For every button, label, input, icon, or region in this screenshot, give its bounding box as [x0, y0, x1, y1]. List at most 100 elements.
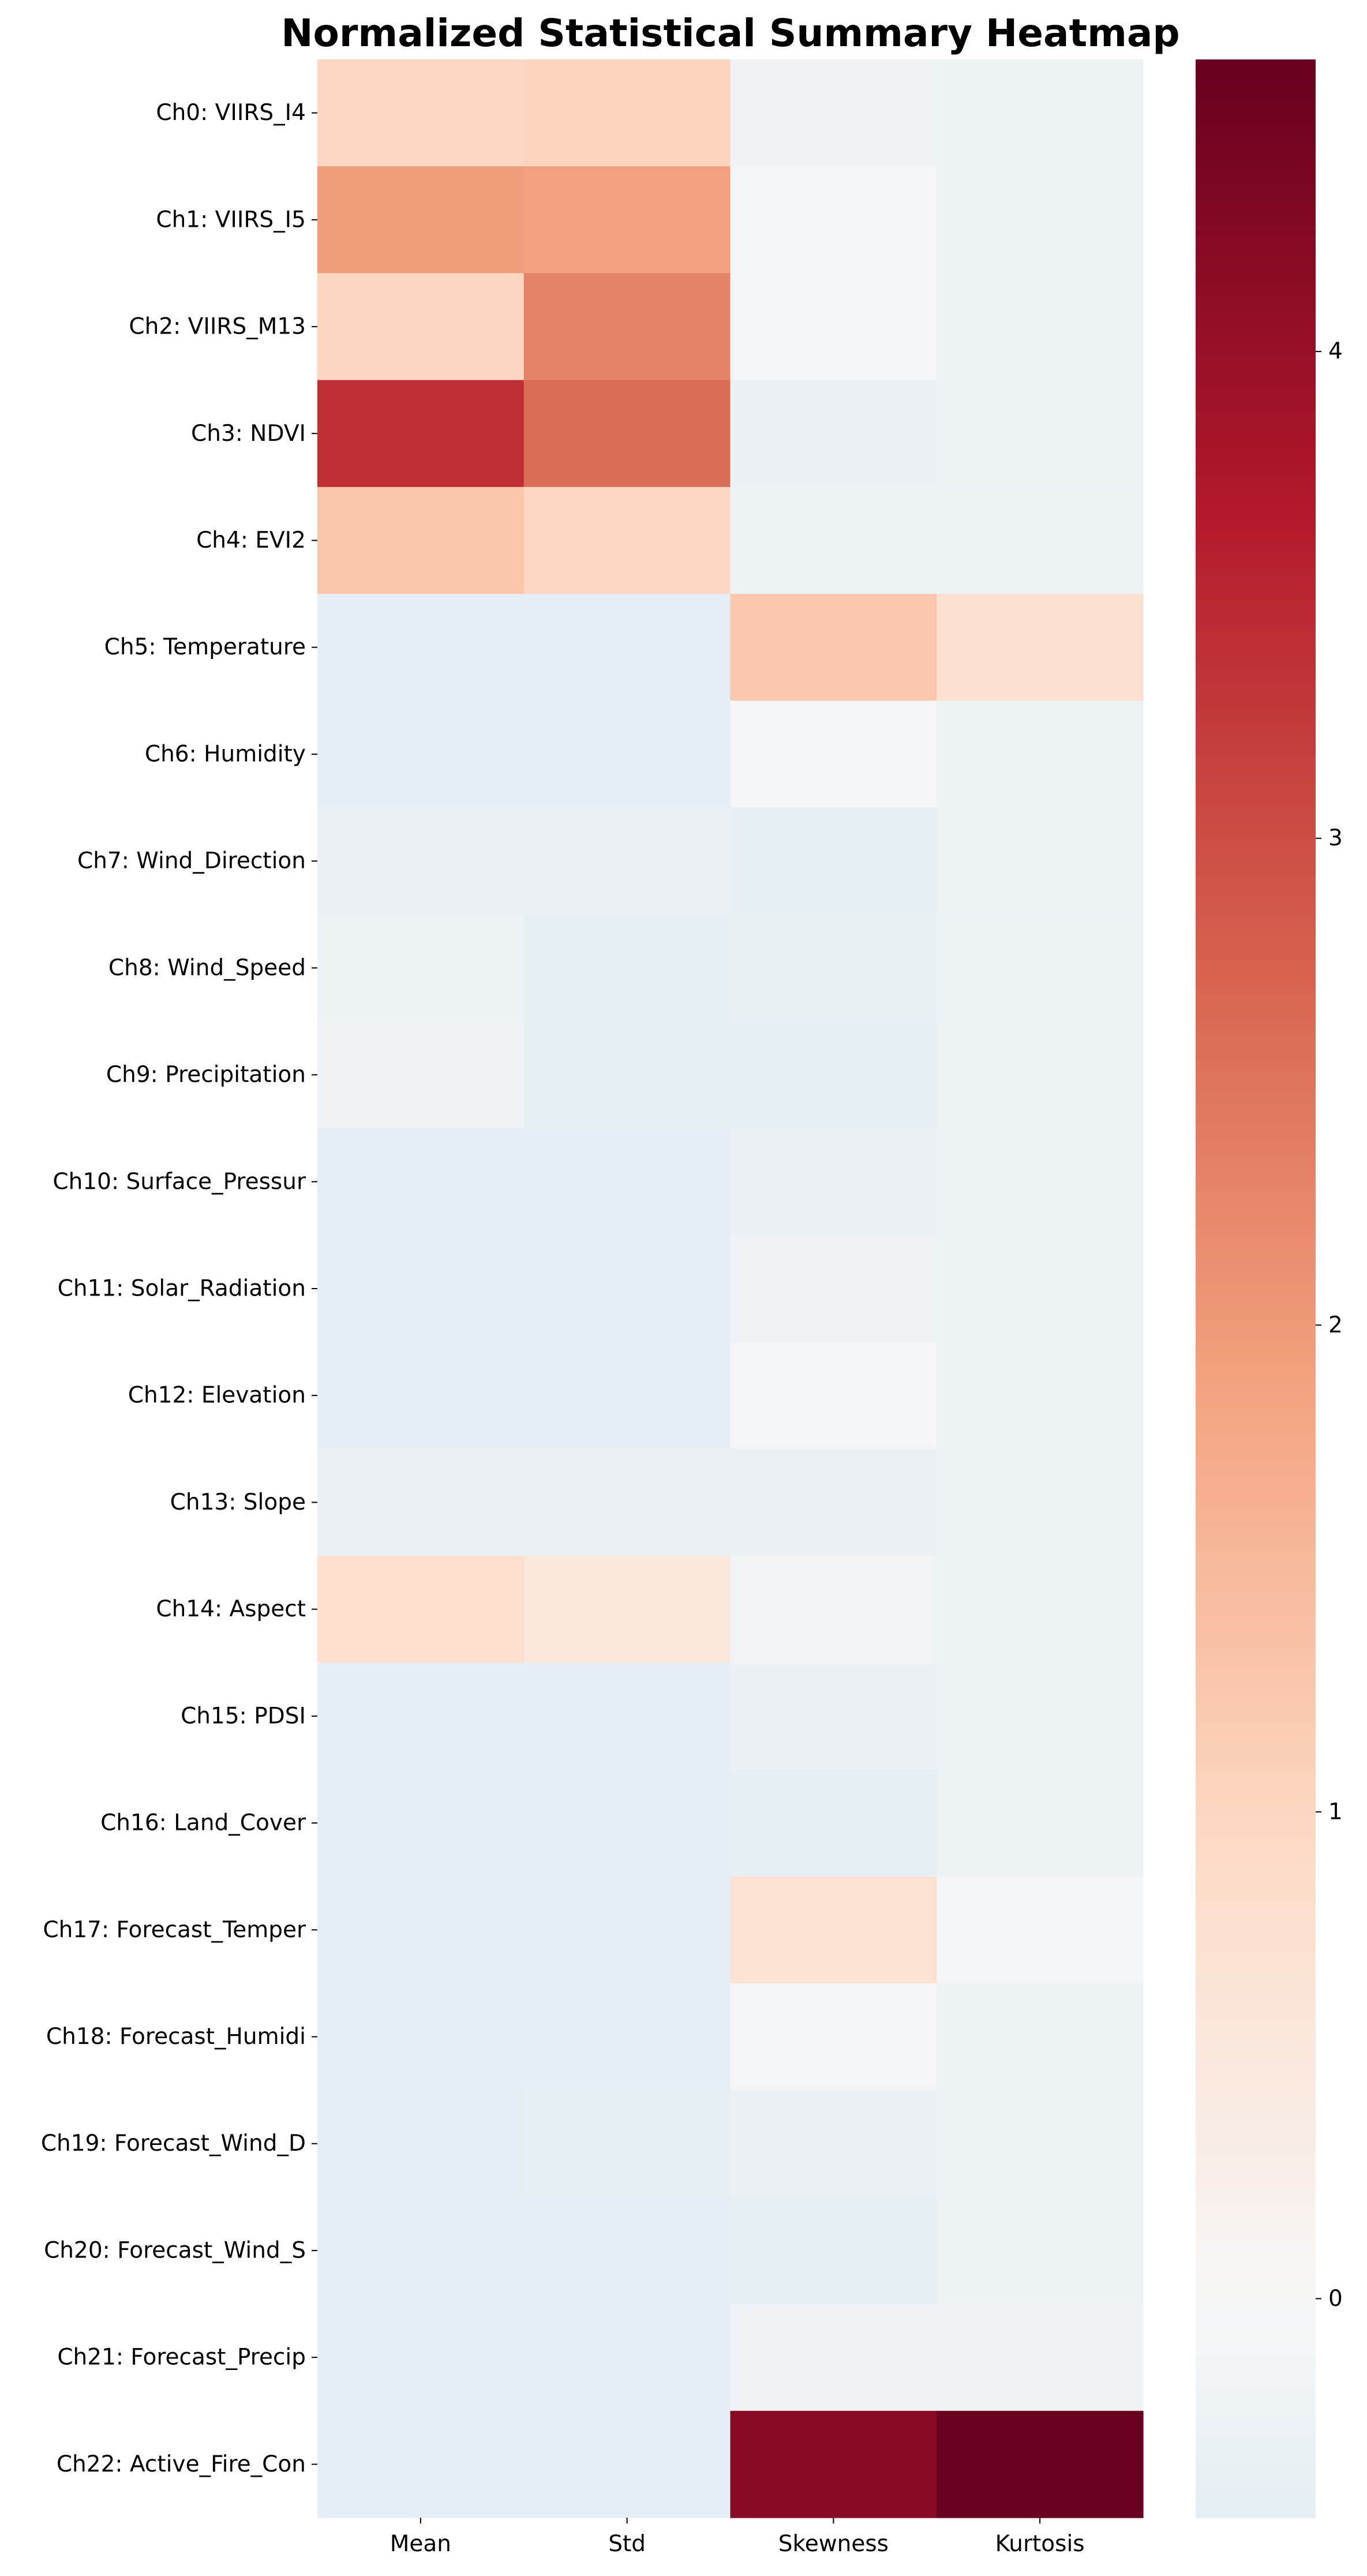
heatmap-cell — [730, 1556, 937, 1663]
heatmap-cell — [523, 1128, 731, 1235]
heatmap-cell — [523, 701, 731, 808]
colorbar-segment — [1196, 2354, 1316, 2362]
colorbar-segment — [1196, 199, 1316, 208]
colorbar-segment — [1196, 248, 1316, 257]
column-label: Std — [608, 2531, 646, 2557]
row-label: Ch1: VIIRS_I5 — [156, 207, 306, 233]
colorbar-segment — [1196, 2362, 1316, 2371]
colorbar-segment — [1196, 633, 1316, 642]
colorbar-segment — [1196, 190, 1316, 200]
colorbar-segment — [1196, 1157, 1316, 1166]
colorbar-segment — [1196, 2345, 1316, 2354]
heatmap-cell — [317, 1235, 525, 1343]
heatmap-cell — [937, 1235, 1144, 1343]
colorbar-segment — [1196, 2427, 1316, 2436]
colorbar-segment — [1196, 1723, 1316, 1732]
colorbar-segment — [1196, 526, 1316, 536]
colorbar-segment — [1196, 1420, 1316, 1429]
colorbar-segment — [1196, 706, 1316, 716]
colorbar-segment — [1196, 1698, 1316, 1707]
colorbar-segment — [1196, 821, 1316, 830]
heatmap-cell — [523, 166, 731, 274]
colorbar-segment — [1196, 1289, 1316, 1297]
heatmap-cell — [523, 594, 731, 701]
colorbar-segment — [1196, 862, 1316, 871]
colorbar-segment — [1196, 2075, 1316, 2084]
colorbar-segment — [1196, 698, 1316, 707]
colorbar-segment — [1196, 2386, 1316, 2395]
colorbar-segment — [1196, 321, 1316, 331]
colorbar-segment — [1196, 600, 1316, 609]
heatmap-cell — [937, 59, 1144, 167]
colorbar-segment — [1196, 952, 1316, 961]
row-label: Ch5: Temperature — [104, 634, 306, 660]
colorbar-segment — [1196, 2083, 1316, 2092]
heatmap-cell — [317, 701, 525, 808]
colorbar-segment — [1196, 362, 1316, 372]
colorbar-segment — [1196, 723, 1316, 732]
colorbar-tick-label: 2 — [1328, 1312, 1343, 1338]
heatmap-cell — [937, 486, 1144, 594]
colorbar-segment — [1196, 1436, 1316, 1445]
colorbar-segment — [1196, 895, 1316, 904]
colorbar-segment — [1196, 1911, 1316, 1920]
colorbar-segment — [1196, 2272, 1316, 2281]
colorbar-segment — [1196, 1280, 1316, 1289]
heatmap-cell — [730, 1235, 937, 1343]
colorbar-segment — [1196, 2099, 1316, 2109]
colorbar-segment — [1196, 1403, 1316, 1412]
heatmap-cell — [937, 273, 1144, 381]
heatmap-cell — [317, 2304, 525, 2412]
colorbar-segment — [1196, 805, 1316, 814]
colorbar-segment — [1196, 1166, 1316, 1174]
colorbar-segment — [1196, 1026, 1316, 1035]
colorbar-segment — [1196, 1935, 1316, 1945]
colorbar-segment — [1196, 567, 1316, 576]
colorbar-segment — [1196, 2173, 1316, 2182]
heatmap-cell — [523, 1876, 731, 1984]
heatmap-cell — [317, 59, 525, 167]
colorbar-segment — [1196, 182, 1316, 191]
colorbar-segment — [1196, 2231, 1316, 2240]
colorbar-segment — [1196, 1854, 1316, 1863]
colorbar-segment — [1196, 469, 1316, 478]
colorbar-segment — [1196, 1502, 1316, 1511]
colorbar-segment — [1196, 2190, 1316, 2199]
colorbar-segment — [1196, 2452, 1316, 2461]
colorbar-segment — [1196, 1485, 1316, 1494]
colorbar-segment — [1196, 133, 1316, 142]
heatmap-cell — [730, 380, 937, 488]
colorbar-segment — [1196, 305, 1316, 314]
colorbar-segment — [1196, 936, 1316, 945]
colorbar-segment — [1196, 2058, 1316, 2068]
heatmap-cell — [937, 2197, 1144, 2305]
colorbar-segment — [1196, 665, 1316, 675]
colorbar-segment — [1196, 411, 1316, 421]
heatmap-cell — [937, 1556, 1144, 1663]
heatmap-cell — [317, 807, 525, 915]
heatmap-cell — [937, 166, 1144, 274]
colorbar-segment — [1196, 854, 1316, 863]
colorbar-segment — [1196, 1305, 1316, 1314]
colorbar-segment — [1196, 403, 1316, 413]
colorbar-segment — [1196, 2067, 1316, 2076]
colorbar-segment — [1196, 903, 1316, 912]
colorbar-segment — [1196, 2108, 1316, 2117]
colorbar-segment — [1196, 772, 1316, 781]
heatmap-cell — [937, 1769, 1144, 1877]
heatmap-cell — [317, 1663, 525, 1770]
colorbar-segment — [1196, 1837, 1316, 1847]
heatmap-cell — [730, 1342, 937, 1450]
colorbar-segment — [1196, 395, 1316, 405]
colorbar-segment — [1196, 1657, 1316, 1666]
colorbar-segment — [1196, 1559, 1316, 1568]
heatmap-cell — [730, 2410, 937, 2518]
heatmap-cell — [523, 2304, 731, 2412]
colorbar-segment — [1196, 2436, 1316, 2444]
heatmap-cell — [523, 2197, 731, 2305]
colorbar-segment — [1196, 2288, 1316, 2297]
colorbar-segment — [1196, 2493, 1316, 2502]
colorbar-segment — [1196, 690, 1316, 699]
row-label: Ch18: Forecast_Humidi — [46, 2024, 306, 2050]
column-label: Mean — [390, 2531, 451, 2557]
